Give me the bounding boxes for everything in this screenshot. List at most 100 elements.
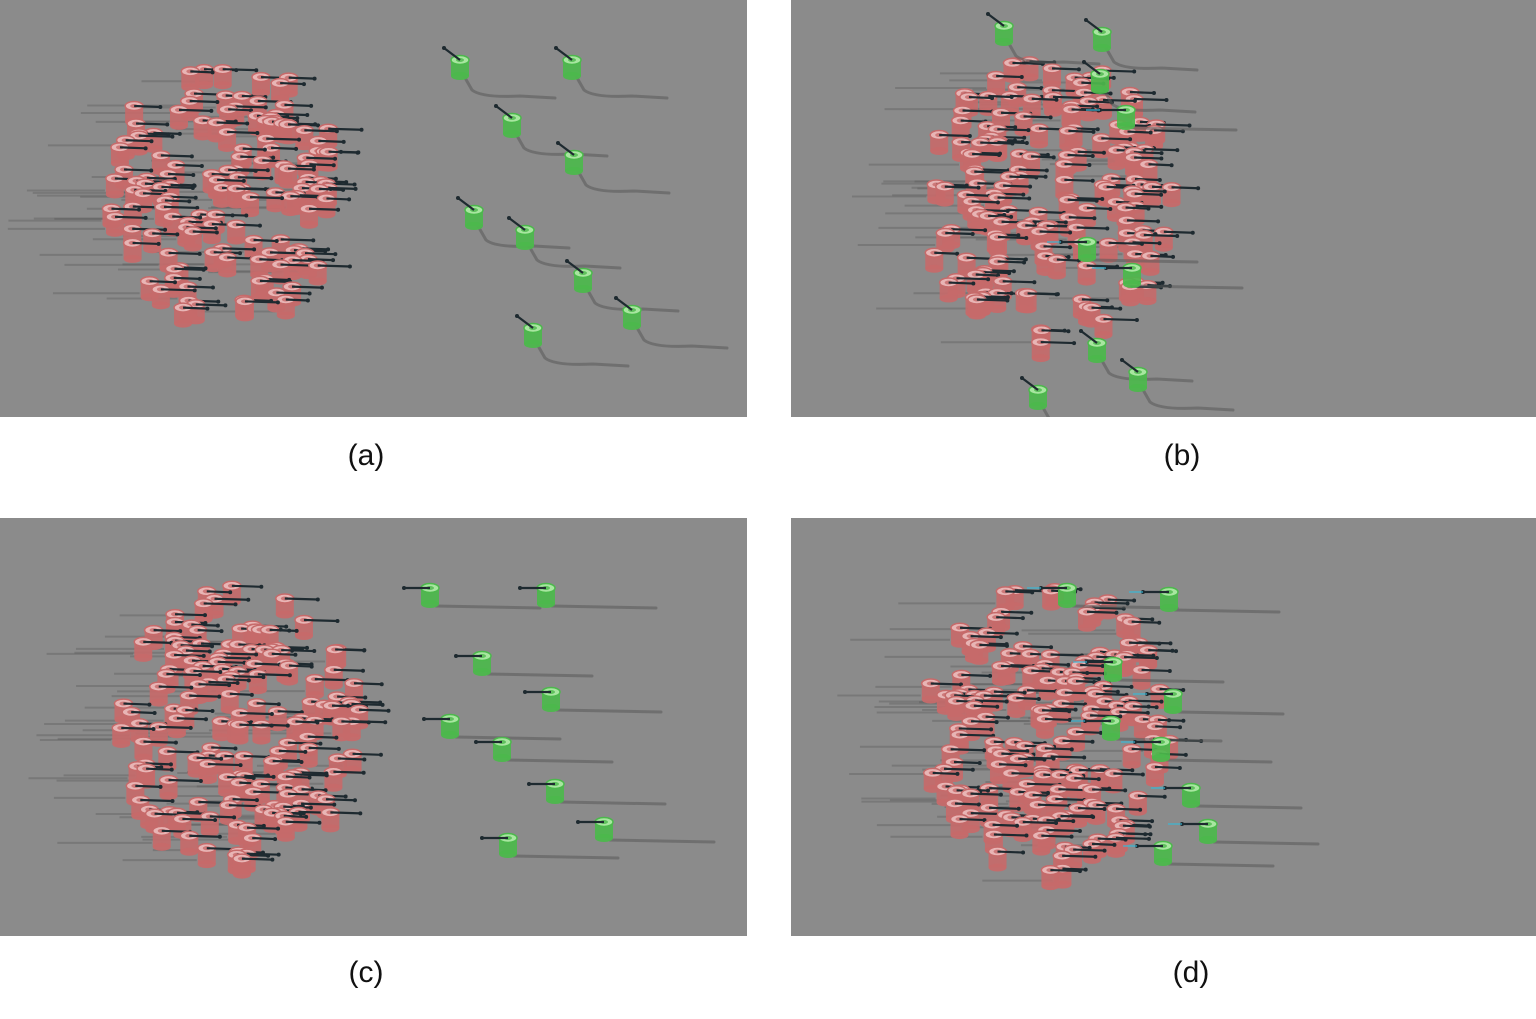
red-cylinder-agent-icon — [1002, 57, 1045, 83]
green-cylinder-agent-icon — [518, 582, 658, 610]
red-cylinder-agent-icon — [1042, 63, 1081, 89]
red-cylinder-agent-icon — [299, 203, 341, 229]
scene-c — [28, 580, 716, 879]
green-cylinder-agent-icon — [1141, 586, 1281, 614]
red-cylinder-agent-icon — [105, 173, 142, 199]
red-cylinder-agent-icon — [991, 660, 1029, 686]
green-cylinder-agent-icon — [1079, 329, 1194, 383]
red-cylinder-agent-icon — [1140, 250, 1176, 276]
red-cylinder-agent-icon — [158, 774, 203, 800]
red-cylinder-agent-icon — [219, 799, 263, 826]
green-cylinder-agent-icon — [1059, 236, 1199, 264]
simulation-panel-d — [791, 518, 1536, 936]
red-cylinder-agent-icon — [949, 813, 987, 840]
red-cylinder-agent-icon — [279, 660, 314, 686]
green-cylinder-agent-icon — [554, 46, 669, 100]
caption-d: (d) — [1172, 956, 1210, 989]
red-cylinder-agent-icon — [197, 842, 238, 869]
red-cylinder-agent-icon — [924, 247, 960, 273]
red-cylinder-agent-icon — [1161, 181, 1201, 208]
red-cylinder-agent-icon — [1006, 692, 1041, 718]
red-cylinder-agent-icon — [226, 219, 262, 245]
red-cylinder-agent-icon — [226, 183, 271, 209]
red-cylinder-agent-icon — [151, 284, 197, 310]
red-cylinder-agent-icon — [270, 77, 306, 104]
red-cylinder-agent-icon — [278, 119, 321, 145]
red-cylinder-agent-icon — [142, 228, 180, 254]
red-cylinder-agent-icon — [211, 715, 254, 742]
caption-b: (b) — [1163, 439, 1201, 472]
red-cylinder-agent-icon — [252, 155, 288, 181]
caption-c: (c) — [348, 956, 384, 989]
red-cylinder-agent-icon — [1093, 313, 1139, 340]
green-cylinder-agent-icon — [1020, 376, 1051, 417]
red-cylinder-agent-icon — [1013, 111, 1053, 137]
green-cylinder-agent-icon — [454, 650, 594, 678]
red-cylinder-agent-icon — [1030, 336, 1077, 363]
green-cylinder-agent-icon — [1145, 688, 1285, 716]
caption-a: (a) — [347, 439, 385, 472]
scene-d — [837, 582, 1320, 891]
red-cylinder-agent-icon — [307, 260, 352, 286]
red-cylinder-agent-icon — [1076, 260, 1120, 286]
green-cylinder-agent-icon — [442, 46, 557, 100]
red-cylinder-agent-icon — [1106, 144, 1146, 171]
green-cylinder-agent-icon — [494, 104, 609, 158]
red-cylinder-agent-icon — [133, 636, 174, 662]
red-cylinder-agent-icon — [967, 294, 1010, 320]
green-cylinder-agent-icon — [556, 141, 671, 195]
red-cylinder-agent-icon — [179, 830, 222, 856]
red-cylinder-agent-icon — [169, 104, 214, 130]
red-cylinder-agent-icon — [261, 648, 298, 674]
red-cylinder-agent-icon — [1128, 790, 1167, 816]
red-cylinder-agent-icon — [1017, 288, 1059, 314]
red-cylinder-agent-icon — [280, 190, 320, 217]
red-cylinder-agent-icon — [151, 150, 194, 176]
red-cylinder-agent-icon — [987, 846, 1026, 872]
scene-a — [7, 46, 729, 368]
red-cylinder-agent-icon — [262, 755, 304, 782]
green-cylinder-agent-icon — [474, 736, 614, 764]
red-cylinder-agent-icon — [278, 163, 316, 189]
red-cylinder-agent-icon — [180, 66, 215, 92]
green-cylinder-agent-icon — [422, 713, 562, 741]
red-cylinder-agent-icon — [921, 678, 963, 704]
red-cylinder-agent-icon — [1154, 226, 1195, 252]
green-cylinder-agent-icon — [1084, 18, 1199, 72]
green-cylinder-agent-icon — [527, 778, 667, 806]
green-cylinder-agent-icon — [507, 216, 622, 270]
red-cylinder-agent-icon — [342, 748, 383, 774]
simulation-panel-a — [0, 0, 747, 417]
green-cylinder-agent-icon — [1085, 656, 1225, 684]
green-cylinder-agent-icon — [1180, 818, 1320, 846]
red-cylinder-agent-icon — [1031, 830, 1074, 856]
red-cylinder-agent-icon — [250, 275, 293, 301]
red-cylinder-agent-icon — [1077, 202, 1113, 228]
red-cylinder-agent-icon — [173, 302, 210, 328]
green-cylinder-agent-icon — [576, 816, 716, 844]
red-cylinder-agent-icon — [323, 766, 366, 792]
simulation-panel-c — [0, 518, 747, 936]
red-cylinder-agent-icon — [1145, 761, 1182, 787]
green-cylinder-agent-icon — [1120, 358, 1235, 412]
red-cylinder-agent-icon — [110, 142, 148, 168]
red-cylinder-agent-icon — [969, 639, 1009, 665]
red-cylinder-agent-icon — [217, 252, 254, 278]
green-cylinder-agent-icon — [1163, 782, 1303, 810]
red-cylinder-agent-icon — [316, 193, 352, 219]
green-cylinder-agent-icon — [515, 314, 630, 368]
simulation-panel-b — [791, 0, 1536, 417]
red-cylinder-agent-icon — [275, 816, 322, 842]
red-cylinder-agent-icon — [111, 722, 156, 748]
red-cylinder-agent-icon — [320, 807, 363, 833]
red-cylinder-agent-icon — [183, 226, 219, 252]
red-cylinder-agent-icon — [1137, 279, 1172, 306]
red-cylinder-agent-icon — [1047, 254, 1082, 280]
red-cylinder-agent-icon — [1040, 864, 1082, 891]
red-cylinder-agent-icon — [1066, 726, 1103, 752]
red-cylinder-agent-icon — [975, 711, 1010, 737]
red-cylinder-agent-icon — [294, 125, 339, 151]
red-cylinder-agent-icon — [305, 673, 350, 700]
green-cylinder-agent-icon — [1133, 736, 1273, 764]
red-cylinder-agent-icon — [938, 277, 976, 303]
